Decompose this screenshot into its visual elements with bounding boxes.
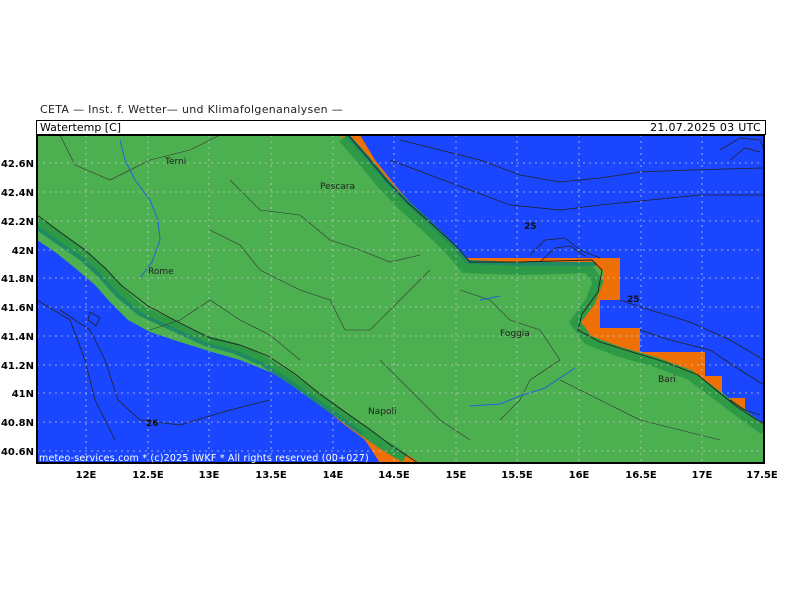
cold-coastal-band-east [340,135,764,463]
lon-tick-label: 14E [323,470,344,481]
city-label: Napoli [368,407,396,417]
lat-tick-label: 40.6N [1,447,34,458]
coastal-band-east [339,135,764,435]
coastline-west [37,214,419,463]
lat-tick-label: 42N [12,246,34,257]
city-label: Bari [658,375,676,385]
lon-tick-label: 13E [199,470,220,481]
land-area [37,135,764,463]
lat-tick-label: 40.8N [1,418,34,429]
latitude-axis: 42.6N 42.4N 42.2N 42N 41.8N 41.6N 41.4N … [1,159,34,458]
lon-tick-label: 17.5E [746,470,778,481]
graticule [37,135,764,463]
lat-tick-label: 41.8N [1,274,34,285]
lat-tick-label: 41.4N [1,332,34,343]
lon-tick-label: 16E [569,470,590,481]
lat-tick-label: 41.6N [1,303,34,314]
lat-tick-label: 42.2N [1,217,34,228]
forecast-datetime: 21.07.2025 03 UTC [650,121,761,134]
contour-label: 25 [627,295,640,305]
lon-tick-label: 17E [692,470,713,481]
rivers [119,139,576,407]
coastline-east [347,135,764,425]
lon-tick-label: 13.5E [255,470,287,481]
lon-tick-label: 14.5E [378,470,410,481]
city-label: Foggia [500,329,530,339]
institute-header: CETA — Inst. f. Wetter— und Klimafolgena… [40,103,344,116]
city-label: Terni [164,157,186,167]
contour-label: 26 [146,419,159,429]
lon-tick-label: 12E [76,470,97,481]
longitude-axis: 12E 12.5E 13E 13.5E 14E 14.5E 15E 15.5E … [76,470,778,481]
city-label: Pescara [320,182,355,192]
lat-tick-label: 42.4N [1,188,34,199]
lon-tick-label: 15.5E [501,470,533,481]
lon-tick-label: 12.5E [132,470,164,481]
lon-tick-label: 15E [446,470,467,481]
plot-frame [36,134,765,464]
lat-tick-label: 41N [12,389,34,400]
isotherm-contours [37,137,764,441]
lat-tick-label: 42.6N [1,159,34,170]
lat-tick-label: 41.2N [1,361,34,372]
parameter-title: Watertemp [C] [40,121,122,134]
lon-tick-label: 16.5E [625,470,657,481]
city-label: Rome [148,267,174,277]
coastal-band-west [37,217,408,463]
copyright-footer: meteo-services.com * (c)2025 IWKF * All … [39,453,369,464]
contour-label: 25 [524,222,537,232]
title-bar: Watertemp [C] 21.07.2025 03 UTC [36,120,766,135]
